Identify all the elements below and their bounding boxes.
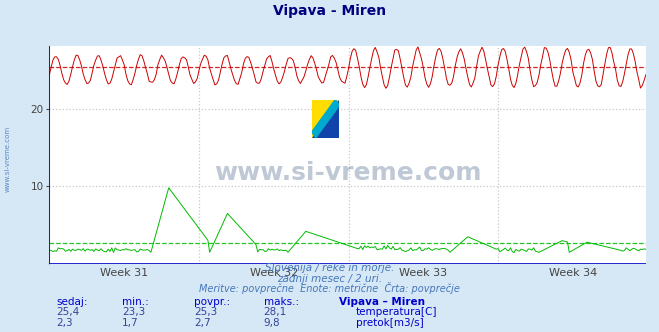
Text: Slovenija / reke in morje.: Slovenija / reke in morje. xyxy=(265,263,394,273)
Text: 23,3: 23,3 xyxy=(122,307,145,317)
Text: 2,7: 2,7 xyxy=(194,318,211,328)
Polygon shape xyxy=(312,100,339,138)
Text: 25,3: 25,3 xyxy=(194,307,217,317)
Text: www.si-vreme.com: www.si-vreme.com xyxy=(5,126,11,193)
Text: Vipava – Miren: Vipava – Miren xyxy=(339,297,426,307)
Text: 25,4: 25,4 xyxy=(56,307,79,317)
Text: www.si-vreme.com: www.si-vreme.com xyxy=(214,161,481,185)
Text: povpr.:: povpr.: xyxy=(194,297,231,307)
Text: pretok[m3/s]: pretok[m3/s] xyxy=(356,318,424,328)
Text: 9,8: 9,8 xyxy=(264,318,280,328)
Text: min.:: min.: xyxy=(122,297,149,307)
Text: Vipava - Miren: Vipava - Miren xyxy=(273,4,386,18)
Text: 1,7: 1,7 xyxy=(122,318,138,328)
Polygon shape xyxy=(312,100,339,138)
Text: sedaj:: sedaj: xyxy=(56,297,88,307)
Polygon shape xyxy=(312,100,339,138)
Text: 28,1: 28,1 xyxy=(264,307,287,317)
Text: Meritve: povprečne  Enote: metrične  Črta: povprečje: Meritve: povprečne Enote: metrične Črta:… xyxy=(199,283,460,294)
Text: temperatura[C]: temperatura[C] xyxy=(356,307,438,317)
Text: maks.:: maks.: xyxy=(264,297,299,307)
Text: 2,3: 2,3 xyxy=(56,318,72,328)
Text: zadnji mesec / 2 uri.: zadnji mesec / 2 uri. xyxy=(277,274,382,284)
